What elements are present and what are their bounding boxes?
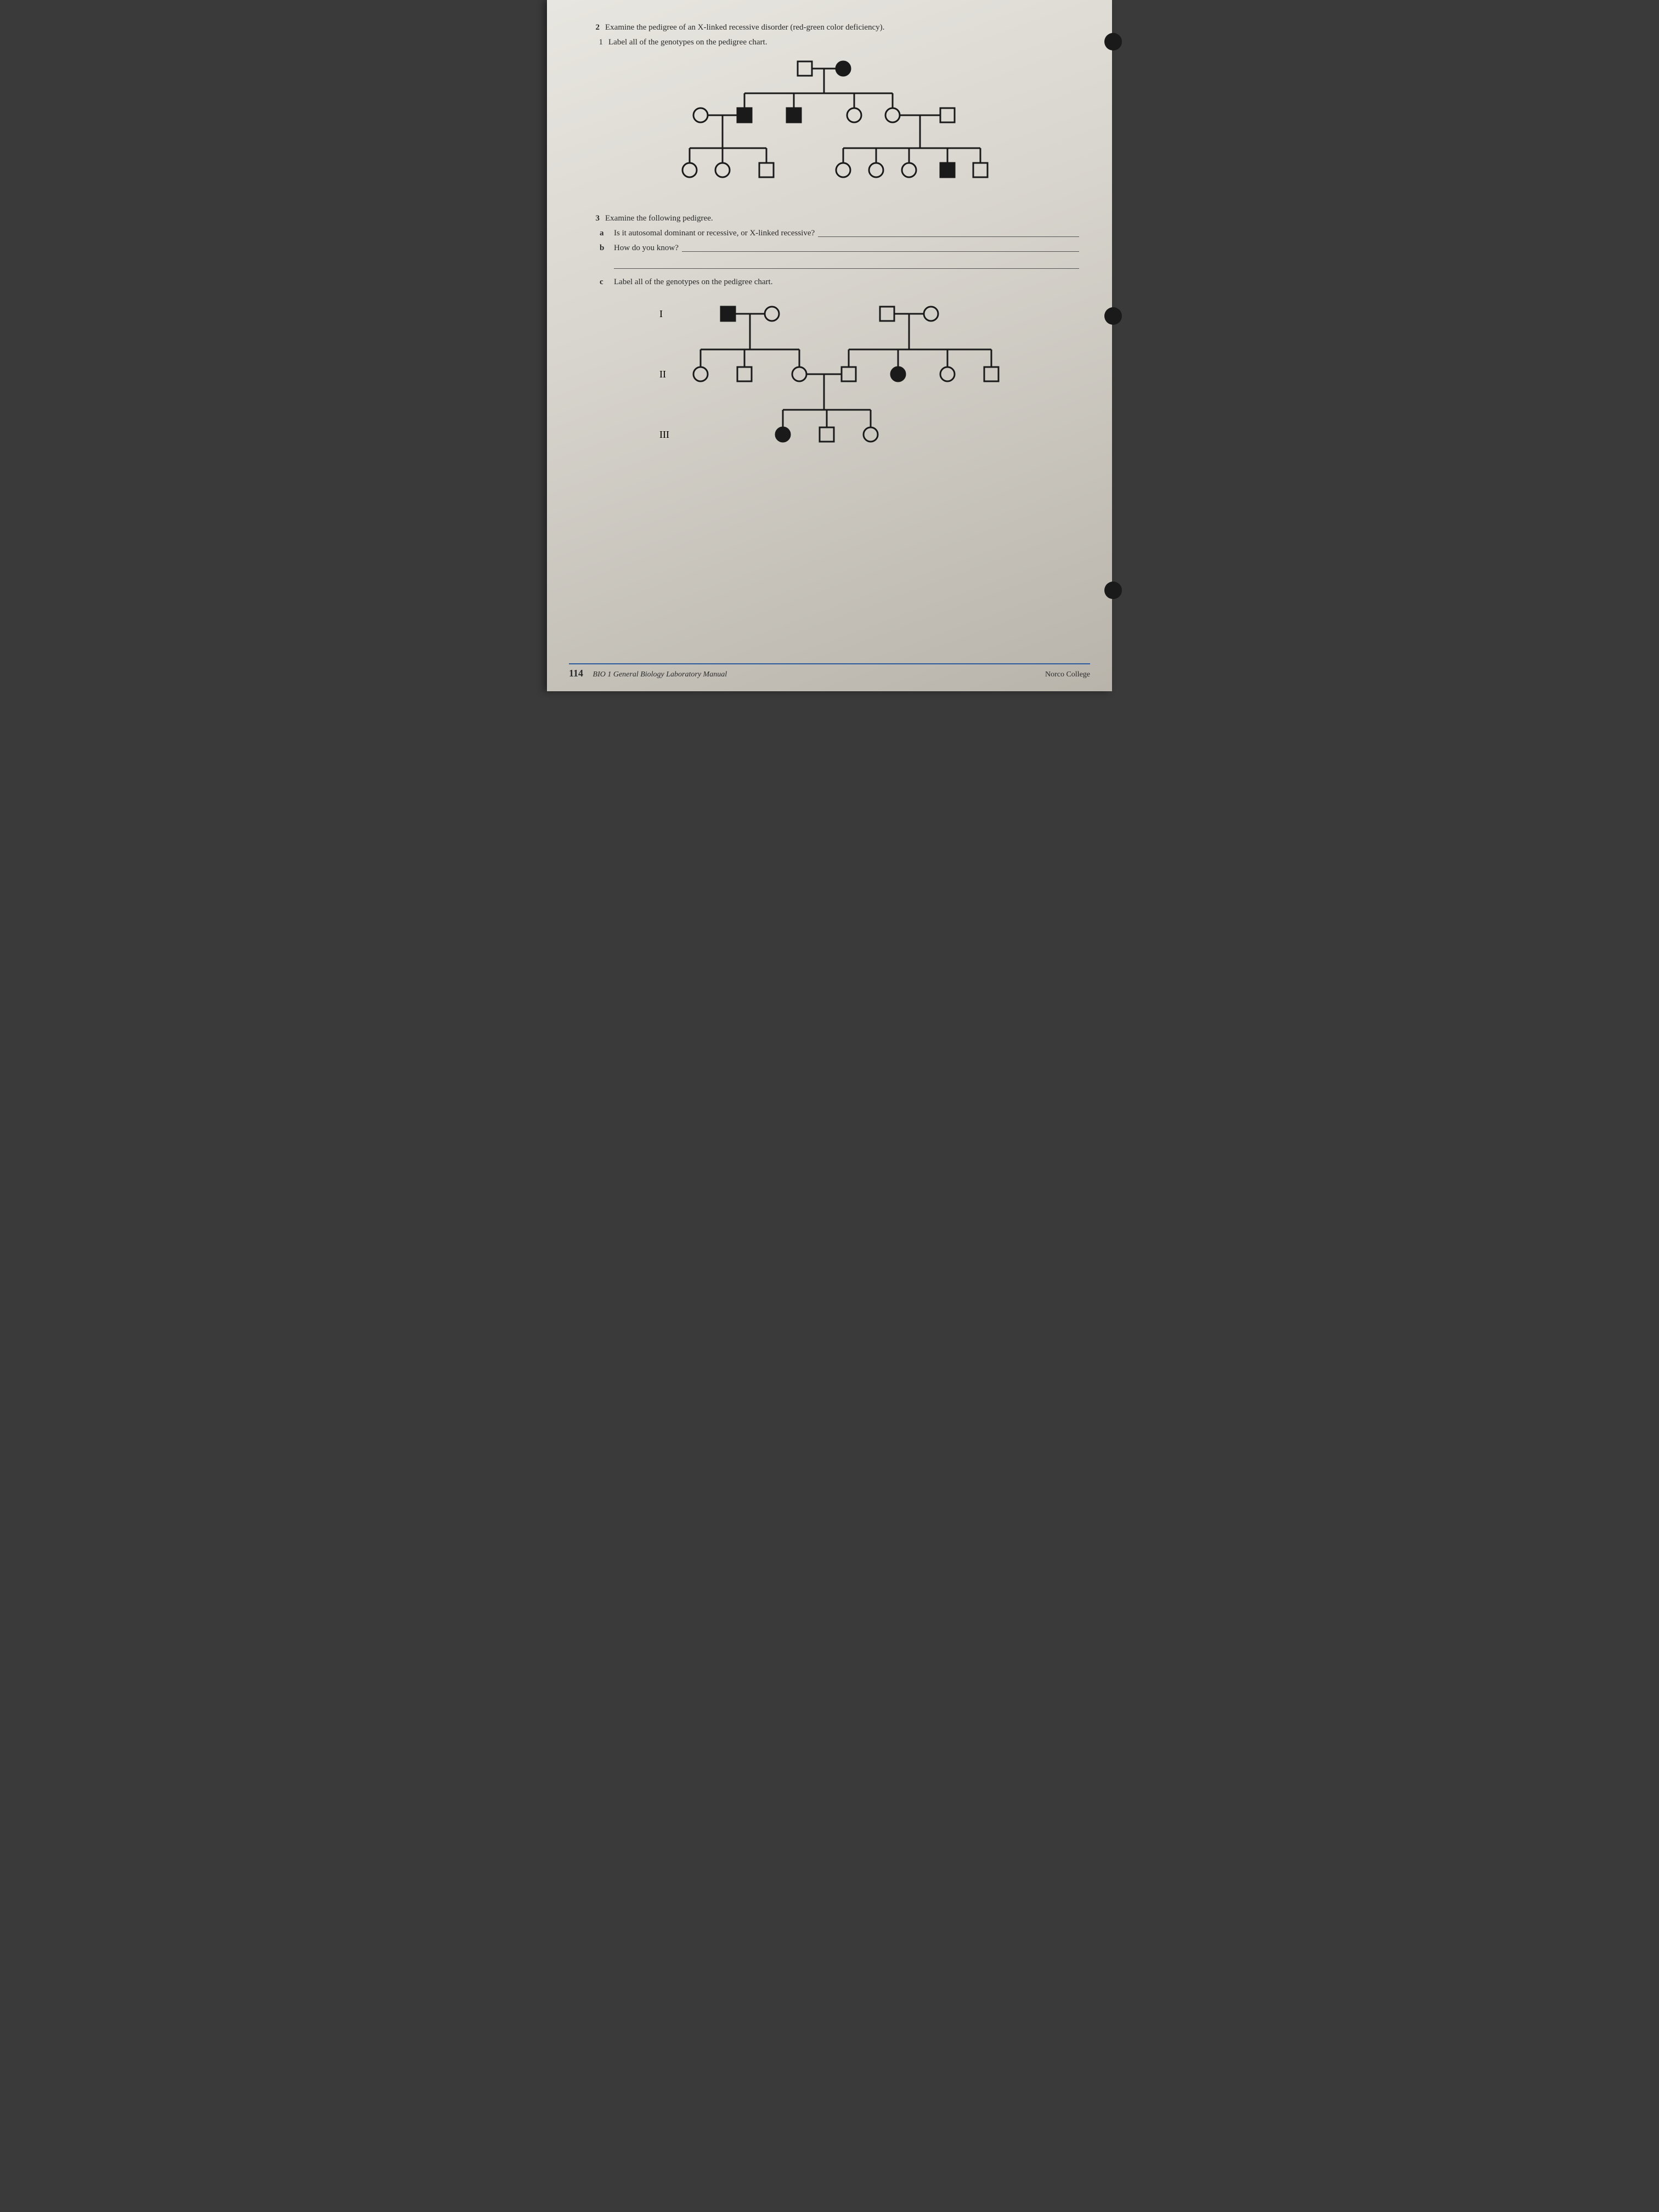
binder-hole [1104,582,1122,599]
pedigree-chart-2: IIIIII [585,295,1079,459]
page: 2 Examine the pedigree of an X-linked re… [547,0,1112,691]
answer-blank[interactable] [614,257,1079,269]
question-2: 2 Examine the pedigree of an X-linked re… [585,22,1079,198]
q3-number: 3 [585,213,600,224]
svg-text:I: I [659,308,663,319]
footer-college: Norco College [1045,670,1090,679]
pedigree-chart-1 [585,55,1079,198]
q2-text: Examine the pedigree of an X-linked rece… [605,22,1079,33]
answer-blank[interactable] [682,242,1079,252]
svg-text:II: II [659,369,666,380]
q3-text: Examine the following pedigree. [605,213,1079,224]
q3b-letter: b [600,242,610,254]
q3a-text: Is it autosomal dominant or recessive, o… [614,228,815,239]
q3b-text: How do you know? [614,242,679,254]
footer-title: BIO 1 General Biology Laboratory Manual [593,670,727,679]
page-number: 114 [569,668,583,679]
q2-sub1-number: 1 [593,37,603,48]
binder-hole [1104,307,1122,325]
q3c-letter: c [600,276,610,288]
answer-blank[interactable] [818,228,1079,237]
q3c-text: Label all of the genotypes on the pedigr… [614,276,1079,288]
q2-sub1-text: Label all of the genotypes on the pedigr… [608,37,1079,48]
question-3: 3 Examine the following pedigree. a Is i… [585,213,1079,459]
binder-hole [1104,33,1122,50]
pedigree-2-svg: IIIIII [629,295,1035,459]
q2-number: 2 [585,22,600,33]
svg-text:III: III [659,429,669,440]
q3a-letter: a [600,228,610,239]
pedigree-1-svg [640,55,1024,198]
page-footer: 114 BIO 1 General Biology Laboratory Man… [569,663,1090,679]
